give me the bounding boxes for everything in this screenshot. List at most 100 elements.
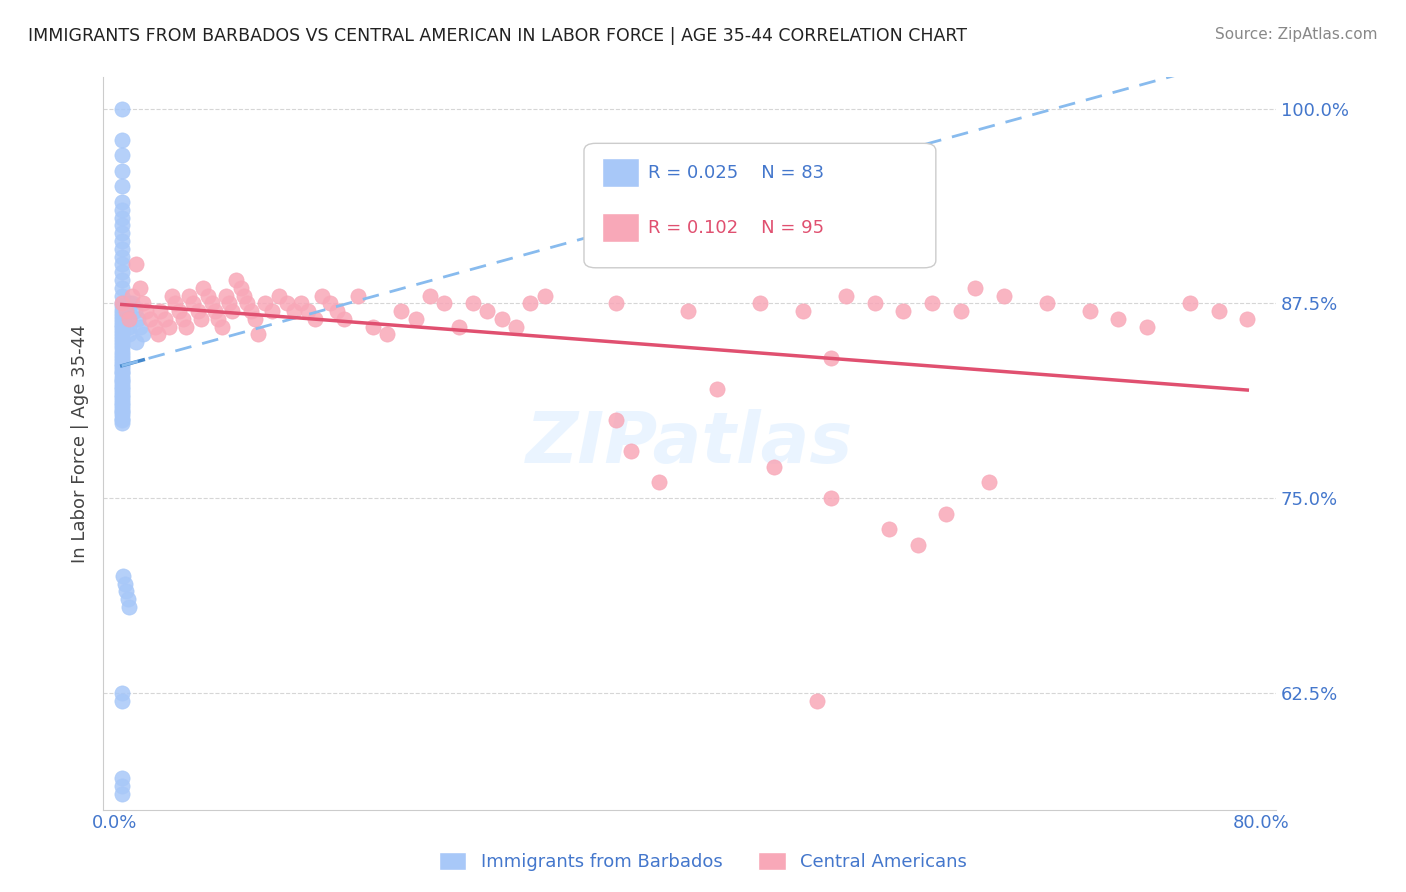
Point xyxy=(111,382,134,396)
Point xyxy=(121,296,143,310)
Point xyxy=(111,354,134,368)
Point xyxy=(143,319,166,334)
Point xyxy=(907,538,929,552)
Point xyxy=(111,306,134,320)
Point xyxy=(993,288,1015,302)
Point xyxy=(118,319,141,334)
Point xyxy=(519,296,541,310)
Point xyxy=(276,296,298,310)
Point xyxy=(1078,304,1101,318)
Point xyxy=(820,491,842,505)
Point xyxy=(111,385,134,400)
Point xyxy=(111,361,134,376)
Point xyxy=(1107,311,1129,326)
Point xyxy=(1208,304,1230,318)
Point xyxy=(111,179,134,194)
Point xyxy=(111,344,134,359)
Point xyxy=(167,304,190,318)
Text: ZIPatlas: ZIPatlas xyxy=(526,409,853,478)
Point xyxy=(283,304,305,318)
Point xyxy=(792,304,814,318)
Point xyxy=(347,288,370,302)
Point xyxy=(111,772,134,786)
Point xyxy=(111,302,134,317)
Point xyxy=(127,311,149,326)
Point xyxy=(111,226,134,240)
Point xyxy=(111,195,134,210)
Point xyxy=(129,281,152,295)
Point xyxy=(153,311,176,326)
Point xyxy=(111,329,134,343)
Bar xyxy=(602,158,640,187)
Point xyxy=(207,311,229,326)
Point xyxy=(160,288,183,302)
Point xyxy=(935,507,957,521)
Point xyxy=(174,319,197,334)
Point xyxy=(115,584,138,599)
Point xyxy=(118,296,141,310)
Point xyxy=(389,304,412,318)
Point xyxy=(111,332,134,346)
Point xyxy=(111,265,134,279)
Point xyxy=(111,365,134,379)
Point xyxy=(111,409,134,423)
Point xyxy=(111,357,134,371)
Point xyxy=(146,327,169,342)
Point xyxy=(111,234,134,248)
Point xyxy=(111,133,134,147)
Point xyxy=(921,296,943,310)
Point xyxy=(111,281,134,295)
Point xyxy=(229,281,252,295)
Point xyxy=(648,475,671,490)
Point xyxy=(111,202,134,217)
Point xyxy=(111,416,134,430)
Text: R = 0.102    N = 95: R = 0.102 N = 95 xyxy=(648,219,825,236)
Point xyxy=(111,390,134,404)
Point xyxy=(405,311,427,326)
Point xyxy=(179,288,201,302)
Bar xyxy=(602,213,640,242)
Point xyxy=(111,319,134,334)
Point xyxy=(311,288,333,302)
Point xyxy=(820,351,842,365)
Point xyxy=(297,304,319,318)
Point xyxy=(111,392,134,407)
Point xyxy=(221,304,243,318)
Point xyxy=(304,311,326,326)
Point xyxy=(111,405,134,419)
Point xyxy=(135,304,157,318)
Point xyxy=(111,102,134,116)
Point xyxy=(419,288,441,302)
FancyBboxPatch shape xyxy=(583,144,936,268)
Point xyxy=(215,288,238,302)
Point xyxy=(111,693,134,707)
Point xyxy=(835,288,858,302)
Text: IMMIGRANTS FROM BARBADOS VS CENTRAL AMERICAN IN LABOR FORCE | AGE 35-44 CORRELAT: IMMIGRANTS FROM BARBADOS VS CENTRAL AMER… xyxy=(28,27,967,45)
Point xyxy=(111,219,134,233)
Point xyxy=(111,311,134,326)
Point xyxy=(225,273,247,287)
Point xyxy=(1035,296,1057,310)
Point xyxy=(111,296,134,310)
Point xyxy=(491,311,513,326)
Point xyxy=(111,211,134,225)
Point xyxy=(111,335,134,350)
Point xyxy=(254,296,277,310)
Point xyxy=(1236,311,1258,326)
Point xyxy=(197,288,219,302)
Point xyxy=(125,257,148,271)
Point xyxy=(187,304,209,318)
Point xyxy=(806,693,828,707)
Point xyxy=(111,398,134,412)
Point xyxy=(193,281,215,295)
Point xyxy=(111,351,134,365)
Point xyxy=(877,522,900,536)
Point xyxy=(262,304,284,318)
Point xyxy=(111,369,134,384)
Point xyxy=(111,401,134,415)
Point xyxy=(605,413,627,427)
Point xyxy=(979,475,1001,490)
Point xyxy=(891,304,914,318)
Point xyxy=(149,304,172,318)
Point xyxy=(111,338,134,352)
